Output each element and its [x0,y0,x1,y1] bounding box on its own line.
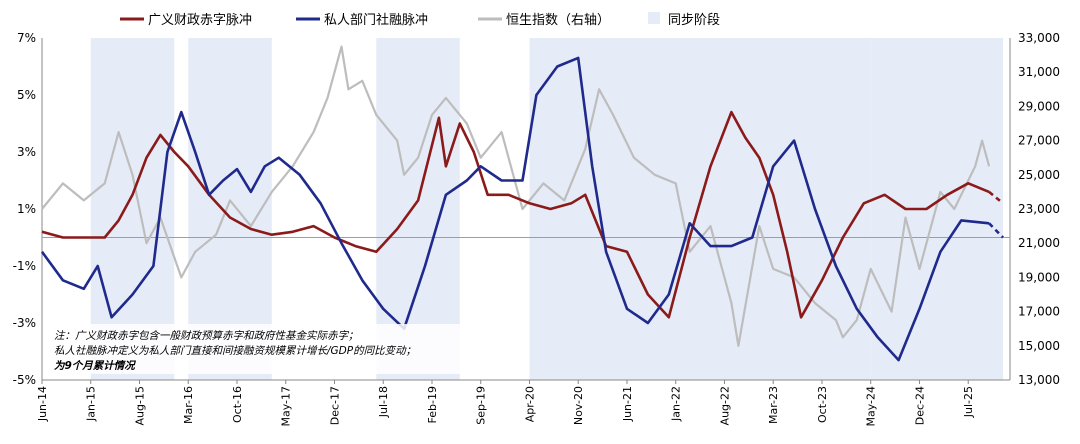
series-layer [40,45,1004,362]
y-right-tick-label: 27,000 [1018,134,1060,148]
series-line-1 [40,56,990,362]
x-tick-label: Jan-22 [670,386,683,422]
y-right-tick-label: 17,000 [1018,305,1060,319]
x-tick-label: Aug-15 [133,386,146,425]
legend-label-3: 同步阶段 [668,13,720,28]
y-left-tick-label: 1% [17,202,36,216]
legend-label-1: 私人部门社融脉冲 [324,12,428,28]
y-left-tick-label: -1% [13,259,36,273]
legend-swatch-3 [648,12,660,24]
legend-label-0: 广义财政赤字脉冲 [148,13,252,28]
series-line-0 [41,110,990,319]
x-tick-label: Jul-18 [377,386,390,418]
y-left-tick-label: 7% [17,31,36,45]
x-tick-label: Mar-16 [182,386,195,424]
x-tick-label: Jun-21 [621,386,634,422]
legend-label-2: 恒生指数（右轴） [506,13,610,28]
x-tick-label: Jun-14 [36,386,49,422]
x-tick-label: Jan-15 [85,386,98,422]
sync-band-3 [529,38,871,380]
y-left-tick-label: 3% [17,145,36,159]
x-tick-label: Jul-25 [962,386,975,418]
y-right-tick-label: 29,000 [1018,99,1060,113]
x-tick-label: Nov-20 [572,386,585,425]
x-tick-label: Feb-19 [426,386,439,423]
note-line-2: 私人社融脉冲定义为私人部门直接和间接融资规模累计增长/GDP的同比变动； [54,345,416,357]
x-tick-label: Mar-23 [767,386,780,424]
note-line-3: 为9个月累计情况 [54,359,136,372]
sync-band-2 [376,38,460,380]
series-line-2 [41,45,991,347]
y-left-tick-label: 5% [17,88,36,102]
x-tick-label: Aug-22 [718,386,731,425]
y-right-tick-label: 19,000 [1018,270,1060,284]
x-tick-label: Sep-19 [475,386,488,425]
y-right-tick-label: 25,000 [1018,168,1060,182]
sync-band-1 [188,38,272,380]
x-tick-label: Dec-24 [913,386,926,425]
series-forecast-0 [988,190,1004,205]
series-forecast-1 [988,222,1004,239]
x-tick-label: Dec-17 [328,386,341,425]
y-right-tick-label: 13,000 [1018,373,1060,387]
note-box: 注：广义财政赤字包含一般财政预算赤字和政府性基金实际赤字； 私人社融脉冲定义为私… [48,324,460,374]
y-right-tick-label: 23,000 [1018,202,1060,216]
x-tick-label: Apr-20 [523,386,536,422]
note-background [48,324,460,374]
axes: 7% 5% 3% 1% -1% -3% -5% 33,000 31,000 29,000 27,00… [13,31,1060,427]
x-tick-label: May-24 [865,386,878,427]
y-left-tick-label: -3% [13,316,36,330]
y-right-tick-label: 21,000 [1018,236,1060,250]
x-tick-label: Oct-16 [231,386,244,423]
note-line-1: 注：广义财政赤字包含一般财政预算赤字和政府性基金实际赤字； [54,330,359,342]
y-right-tick-label: 15,000 [1018,339,1060,353]
x-tick-label: May-17 [280,386,293,427]
x-tick-label: Oct-23 [816,386,829,423]
y-right-tick-label: 33,000 [1018,31,1060,45]
y-right-tick-label: 31,000 [1018,65,1060,79]
legend: 广义财政赤字脉冲 私人部门社融脉冲 恒生指数（右轴） 同步阶段 [120,12,720,28]
y-left-tick-label: -5% [13,373,36,387]
